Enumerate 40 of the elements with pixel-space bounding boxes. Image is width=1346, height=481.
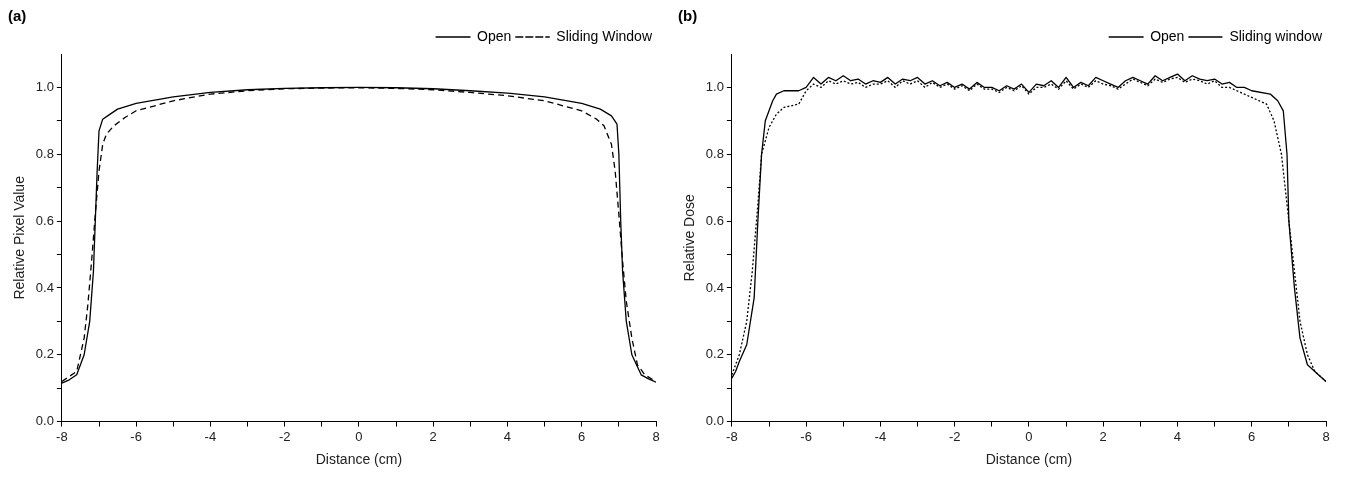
y-axis-title: Relative Dose <box>681 194 698 282</box>
x-tick-label: 2 <box>429 428 437 444</box>
x-tick-label: -4 <box>874 428 887 444</box>
y-tick-label: 0.4 <box>705 279 724 295</box>
y-tick-label: 0.4 <box>35 279 54 295</box>
y-tick-label: 1.0 <box>705 79 724 94</box>
y-tick-label: 0.2 <box>705 346 724 362</box>
x-tick-label: -8 <box>726 428 738 444</box>
x-tick-label: -2 <box>278 428 291 444</box>
legend-label: Sliding Window <box>556 27 653 44</box>
x-tick-label: 4 <box>503 428 512 444</box>
x-tick-label: 2 <box>1099 428 1107 444</box>
legend-label: Sliding window <box>1229 27 1323 44</box>
legend-label: Open <box>477 27 512 44</box>
x-tick-label: -6 <box>800 428 812 444</box>
x-tick-label: -6 <box>130 428 142 444</box>
y-tick-label: 0.0 <box>705 413 724 429</box>
x-tick-label: -2 <box>948 428 961 444</box>
y-tick-label: 0.0 <box>35 413 54 429</box>
y-tick-label: 0.8 <box>35 145 54 161</box>
y-tick-label: 0.6 <box>705 212 724 228</box>
x-tick-label: 0 <box>1025 428 1033 444</box>
x-tick-label: -4 <box>204 428 217 444</box>
x-tick-label: 8 <box>1322 428 1330 444</box>
x-tick-label: 4 <box>1173 428 1182 444</box>
x-tick-label: 6 <box>578 428 586 444</box>
x-tick-label: 0 <box>355 428 363 444</box>
x-axis-title: Distance (cm) <box>315 451 403 468</box>
y-axis-title: Relative Pixel Value <box>11 175 28 300</box>
x-tick-label: 8 <box>652 428 660 444</box>
y-tick-label: 0.2 <box>35 346 54 362</box>
x-tick-label: -8 <box>56 428 68 444</box>
x-axis-title: Distance (cm) <box>985 451 1073 468</box>
chart-title: (a) <box>8 7 27 25</box>
legend-label: Open <box>1150 27 1185 44</box>
y-tick-label: 0.8 <box>705 145 724 161</box>
x-tick-label: 6 <box>1248 428 1256 444</box>
y-tick-label: 0.6 <box>35 212 54 228</box>
chart-title: (b) <box>678 7 698 25</box>
y-tick-label: 1.0 <box>35 79 54 94</box>
